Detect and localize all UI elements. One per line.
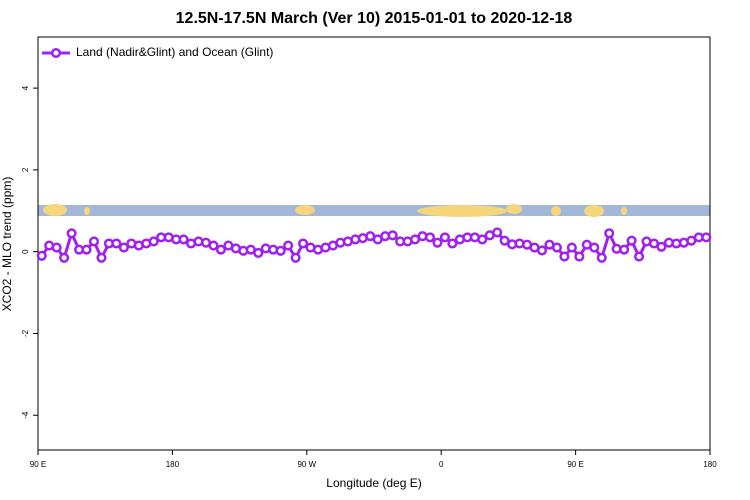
- data-point: [477, 234, 488, 245]
- data-point: [424, 232, 436, 243]
- data-point: [596, 252, 607, 263]
- x-tick-label: 90 W: [297, 460, 316, 469]
- data-point: [96, 252, 107, 263]
- y-tick-label: -4: [21, 411, 30, 419]
- y-tick-label: -2: [21, 329, 30, 337]
- data-point: [447, 238, 458, 249]
- data-point: [559, 251, 570, 262]
- data-point: [551, 242, 562, 253]
- data-point: [275, 245, 286, 256]
- data-point: [111, 238, 122, 249]
- world-map-band: [38, 204, 710, 217]
- y-tick-label: 4: [21, 85, 30, 90]
- data-point: [439, 232, 450, 243]
- data-point: [178, 234, 189, 245]
- data-point: [634, 251, 645, 262]
- x-axis-label: Longitude (deg E): [326, 476, 421, 490]
- data-point: [81, 244, 92, 255]
- data-point: [432, 237, 443, 248]
- x-tick-label: 180: [703, 460, 717, 469]
- data-point: [51, 242, 62, 253]
- data-point: [283, 240, 294, 251]
- data-point: [619, 244, 630, 255]
- data-point: [701, 232, 712, 243]
- y-tick-label: 0: [21, 249, 30, 254]
- data-point: [604, 228, 615, 239]
- data-point: [118, 242, 129, 253]
- data-point: [492, 227, 503, 238]
- data-point: [59, 252, 70, 263]
- legend-marker: [50, 47, 62, 59]
- data-point: [208, 240, 219, 251]
- data-point: [589, 242, 600, 253]
- y-axis-label: XCO2 - MLO trend (ppm): [0, 177, 14, 312]
- data-point: [574, 251, 585, 262]
- data-point: [387, 230, 398, 241]
- plot-frame: [37, 36, 711, 451]
- data-point: [499, 235, 510, 246]
- data-point: [253, 247, 264, 258]
- legend-label: Land (Nadir&Glint) and Ocean (Glint): [76, 45, 273, 59]
- data-point: [148, 236, 159, 247]
- data-point: [656, 241, 667, 252]
- data-point: [536, 245, 548, 256]
- x-tick-label: 180: [166, 460, 180, 469]
- data-point: [298, 238, 309, 249]
- x-tick-label: 90 E: [30, 460, 46, 469]
- x-tick-label: 0: [439, 460, 444, 469]
- data-point: [215, 244, 226, 255]
- data-point: [626, 235, 637, 246]
- chart-title: 12.5N-17.5N March (Ver 10) 2015-01-01 to…: [176, 10, 573, 27]
- data-point: [290, 252, 301, 263]
- data-point: [88, 236, 100, 247]
- data-point: [566, 242, 577, 253]
- data-point: [66, 228, 77, 239]
- y-tick-label: 2: [21, 167, 30, 172]
- data-point: [36, 250, 47, 261]
- x-tick-label: 90 E: [567, 460, 583, 469]
